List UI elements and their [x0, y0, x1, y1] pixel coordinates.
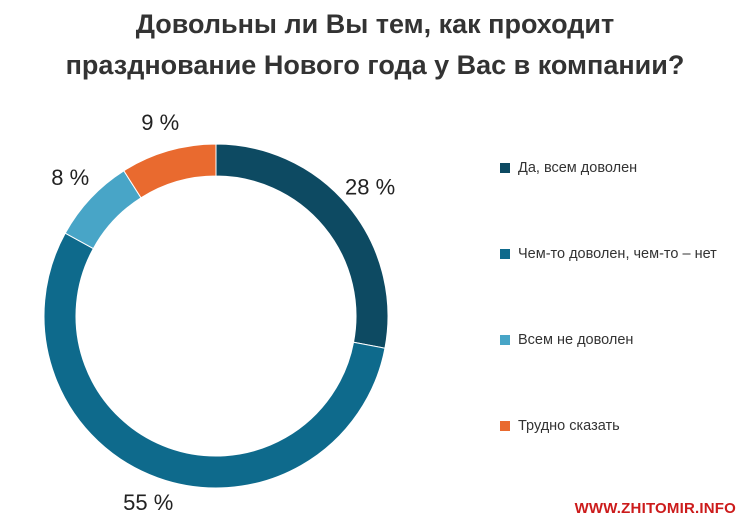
legend-label-0: Да, всем доволен: [518, 160, 638, 176]
slice-label-2: 8 %: [51, 165, 89, 190]
legend-item-0: Да, всем доволен: [500, 160, 637, 176]
chart-title: Довольны ли Вы тем, как проходит праздно…: [0, 4, 750, 86]
donut-slice-3: [123, 143, 217, 199]
legend-item-1: Чем-то доволен, чем-то – нет: [500, 246, 717, 262]
legend-item-3: Трудно сказать: [500, 418, 620, 434]
legend-item-2: Всем не доволен: [500, 332, 633, 348]
chart-title-line-1: Довольны ли Вы тем, как проходит: [135, 9, 615, 39]
legend-label-1: Чем-то доволен, чем-то – нет: [518, 246, 717, 262]
slice-label-3: 9 %: [141, 110, 179, 135]
slice-label-0: 28 %: [345, 174, 395, 199]
slice-label-1: 55 %: [123, 490, 173, 515]
donut-slice-1: [43, 232, 386, 489]
chart-title-line-2: празднование Нового года у Вас в компани…: [65, 50, 685, 80]
legend-label-2: Всем не доволен: [518, 332, 634, 348]
legend-swatch-3: [500, 421, 510, 431]
legend-swatch-2: [500, 335, 510, 345]
legend-label-3: Трудно сказать: [518, 418, 620, 434]
legend-swatch-0: [500, 163, 510, 173]
legend-swatch-1: [500, 249, 510, 259]
site-watermark: WWW.ZHITOMIR.INFO: [574, 500, 736, 517]
